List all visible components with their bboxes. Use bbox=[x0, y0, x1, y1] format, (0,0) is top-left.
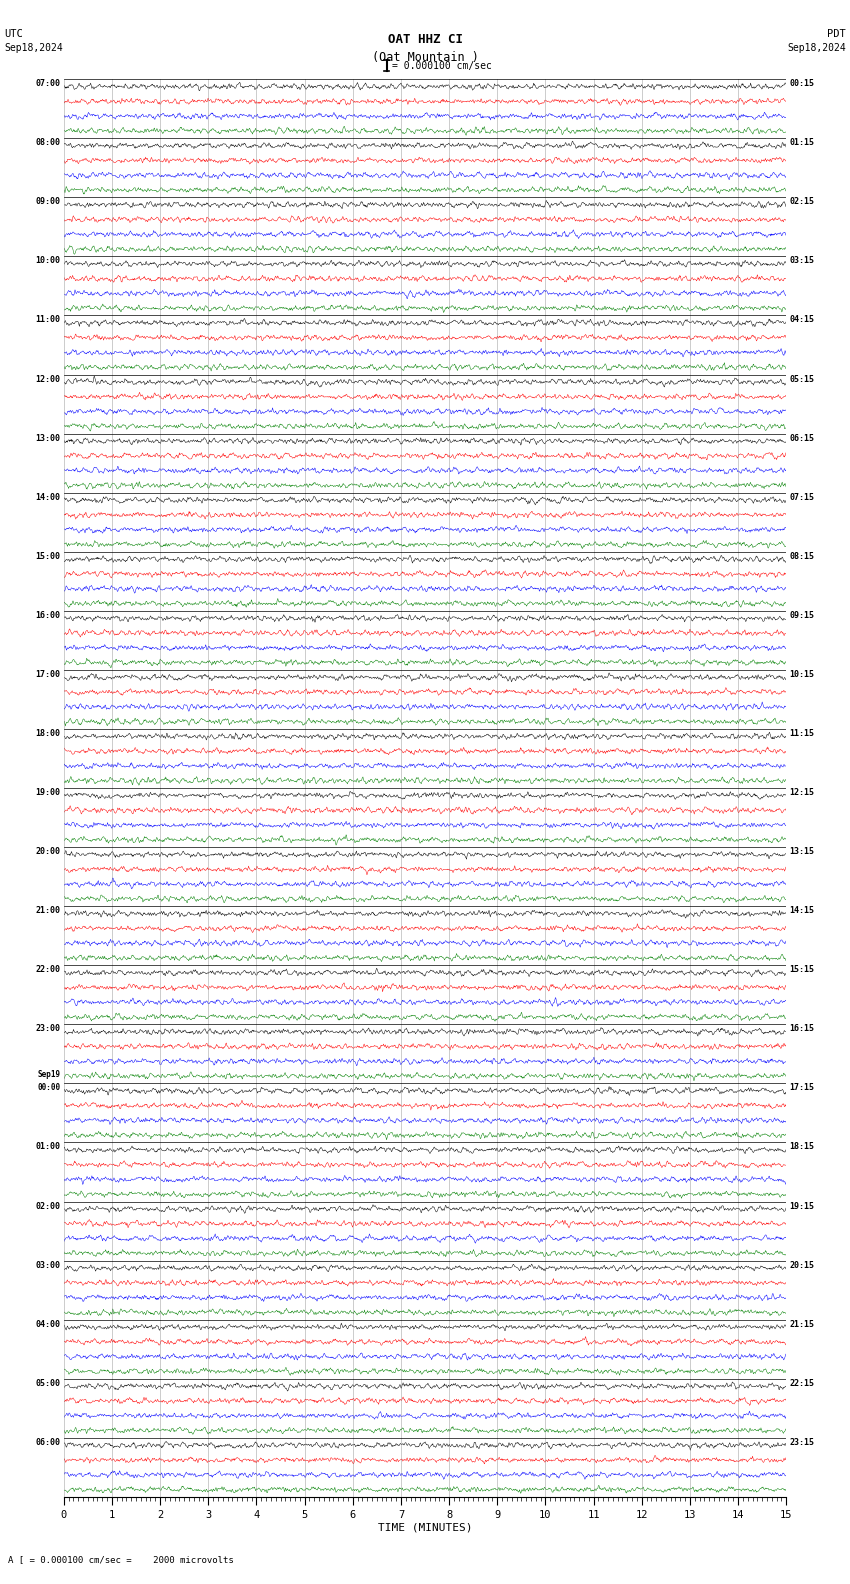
Text: 07:15: 07:15 bbox=[790, 493, 814, 502]
Text: 14:15: 14:15 bbox=[790, 906, 814, 916]
Text: A [ = 0.000100 cm/sec =    2000 microvolts: A [ = 0.000100 cm/sec = 2000 microvolts bbox=[8, 1555, 235, 1565]
Text: 18:15: 18:15 bbox=[790, 1142, 814, 1152]
Text: 12:00: 12:00 bbox=[36, 374, 60, 383]
Text: Sep18,2024: Sep18,2024 bbox=[4, 43, 63, 52]
Text: 20:15: 20:15 bbox=[790, 1261, 814, 1270]
Text: UTC: UTC bbox=[4, 29, 23, 38]
Text: 21:00: 21:00 bbox=[36, 906, 60, 916]
Text: OAT HHZ CI: OAT HHZ CI bbox=[388, 33, 462, 46]
Text: 06:15: 06:15 bbox=[790, 434, 814, 442]
X-axis label: TIME (MINUTES): TIME (MINUTES) bbox=[377, 1522, 473, 1533]
Text: 16:15: 16:15 bbox=[790, 1025, 814, 1033]
Text: 23:15: 23:15 bbox=[790, 1438, 814, 1446]
Text: 11:00: 11:00 bbox=[36, 315, 60, 325]
Text: 02:15: 02:15 bbox=[790, 198, 814, 206]
Text: 16:00: 16:00 bbox=[36, 611, 60, 619]
Text: 06:00: 06:00 bbox=[36, 1438, 60, 1446]
Text: 15:00: 15:00 bbox=[36, 551, 60, 561]
Text: 13:00: 13:00 bbox=[36, 434, 60, 442]
Text: 05:15: 05:15 bbox=[790, 374, 814, 383]
Text: 21:15: 21:15 bbox=[790, 1319, 814, 1329]
Text: 04:00: 04:00 bbox=[36, 1319, 60, 1329]
Text: 09:00: 09:00 bbox=[36, 198, 60, 206]
Text: 11:15: 11:15 bbox=[790, 729, 814, 738]
Text: 03:15: 03:15 bbox=[790, 257, 814, 266]
Text: 15:15: 15:15 bbox=[790, 965, 814, 974]
Text: 17:15: 17:15 bbox=[790, 1083, 814, 1093]
Text: 10:15: 10:15 bbox=[790, 670, 814, 680]
Text: = 0.000100 cm/sec: = 0.000100 cm/sec bbox=[392, 60, 491, 71]
Text: 01:15: 01:15 bbox=[790, 138, 814, 147]
Text: 00:00: 00:00 bbox=[37, 1083, 60, 1093]
Text: 03:00: 03:00 bbox=[36, 1261, 60, 1270]
Text: 17:00: 17:00 bbox=[36, 670, 60, 680]
Text: 10:00: 10:00 bbox=[36, 257, 60, 266]
Text: Sep18,2024: Sep18,2024 bbox=[787, 43, 846, 52]
Text: 04:15: 04:15 bbox=[790, 315, 814, 325]
Text: 00:15: 00:15 bbox=[790, 79, 814, 89]
Text: PDT: PDT bbox=[827, 29, 846, 38]
Text: 08:00: 08:00 bbox=[36, 138, 60, 147]
Text: 19:15: 19:15 bbox=[790, 1202, 814, 1210]
Text: 08:15: 08:15 bbox=[790, 551, 814, 561]
Text: 23:00: 23:00 bbox=[36, 1025, 60, 1033]
Text: (Oat Mountain ): (Oat Mountain ) bbox=[371, 51, 479, 63]
Text: Sep19: Sep19 bbox=[37, 1069, 60, 1079]
Text: 02:00: 02:00 bbox=[36, 1202, 60, 1210]
Text: 07:00: 07:00 bbox=[36, 79, 60, 89]
Text: 13:15: 13:15 bbox=[790, 847, 814, 855]
Text: 22:00: 22:00 bbox=[36, 965, 60, 974]
Text: 12:15: 12:15 bbox=[790, 789, 814, 797]
Text: 18:00: 18:00 bbox=[36, 729, 60, 738]
Text: 19:00: 19:00 bbox=[36, 789, 60, 797]
Text: 01:00: 01:00 bbox=[36, 1142, 60, 1152]
Text: 20:00: 20:00 bbox=[36, 847, 60, 855]
Text: 14:00: 14:00 bbox=[36, 493, 60, 502]
Text: 09:15: 09:15 bbox=[790, 611, 814, 619]
Text: 22:15: 22:15 bbox=[790, 1378, 814, 1388]
Text: 05:00: 05:00 bbox=[36, 1378, 60, 1388]
